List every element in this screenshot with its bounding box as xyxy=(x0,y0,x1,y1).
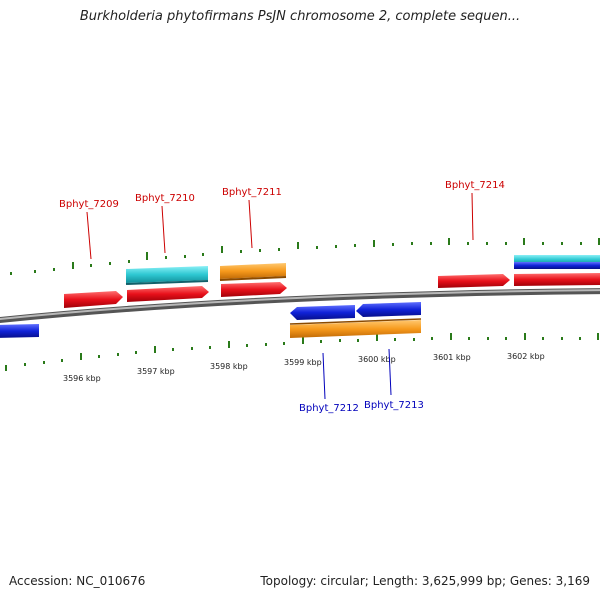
gene-label-bphyt-7211[interactable]: Bphyt_7211 xyxy=(222,187,282,198)
gene-bphyt-7212-arrow[interactable] xyxy=(290,305,355,320)
tick-label-3596: 3596 kbp xyxy=(63,374,101,383)
gene-bphyt-7214-cds-cyan[interactable] xyxy=(514,255,600,269)
genome-title: Burkholderia phytofirmans PsJN chromosom… xyxy=(79,9,521,24)
tick-label-3597: 3597 kbp xyxy=(137,367,175,376)
genome-summary-text: Topology: circular; Length: 3,625,999 bp… xyxy=(260,574,590,588)
gene-label-bphyt-7213[interactable]: Bphyt_7213 xyxy=(364,400,424,411)
gene-bphyt-7213-arrow[interactable] xyxy=(356,302,421,317)
gene-bphyt-7214-arrow[interactable] xyxy=(438,274,510,288)
gene-bphyt-7211-cds[interactable] xyxy=(219,263,287,281)
accession-text: Accession: NC_010676 xyxy=(9,574,146,588)
gene-label-bphyt-7214[interactable]: Bphyt_7214 xyxy=(445,180,505,191)
gene-label-bphyt-7212[interactable]: Bphyt_7212 xyxy=(299,403,359,414)
tick-label-3602: 3602 kbp xyxy=(507,352,545,361)
gene-bphyt-7211-arrow[interactable] xyxy=(221,282,287,297)
outer-tick-ring xyxy=(10,238,600,275)
leader-bphyt-7214 xyxy=(471,192,474,241)
leader-bphyt-7212 xyxy=(322,352,326,400)
tick-label-3598: 3598 kbp xyxy=(210,362,248,371)
leader-bphyt-7211 xyxy=(248,199,253,249)
genome-backbone-highlight xyxy=(0,289,600,320)
leader-bphyt-7209 xyxy=(86,211,92,260)
gene-bphyt-7210-arrow[interactable] xyxy=(127,286,209,302)
gene-bphyt-7212-7213-cds[interactable] xyxy=(289,318,422,338)
gene-bphyt-7210-cds[interactable] xyxy=(125,266,209,285)
leader-bphyt-7210 xyxy=(161,205,166,254)
tick-label-3601: 3601 kbp xyxy=(433,353,471,362)
tick-label-3599: 3599 kbp xyxy=(284,358,322,367)
genome-backbone xyxy=(0,288,600,324)
gene-label-bphyt-7209[interactable]: Bphyt_7209 xyxy=(59,199,119,210)
inner-tick-ring xyxy=(5,333,599,371)
tick-label-3600: 3600 kbp xyxy=(358,355,396,364)
gene-bphyt-7209-arrow[interactable] xyxy=(64,291,123,308)
gene-left-blue-arrow[interactable] xyxy=(0,324,39,338)
gene-next-arrow[interactable] xyxy=(514,273,600,286)
gene-label-bphyt-7210[interactable]: Bphyt_7210 xyxy=(135,193,195,204)
leader-bphyt-7213 xyxy=(388,348,392,396)
